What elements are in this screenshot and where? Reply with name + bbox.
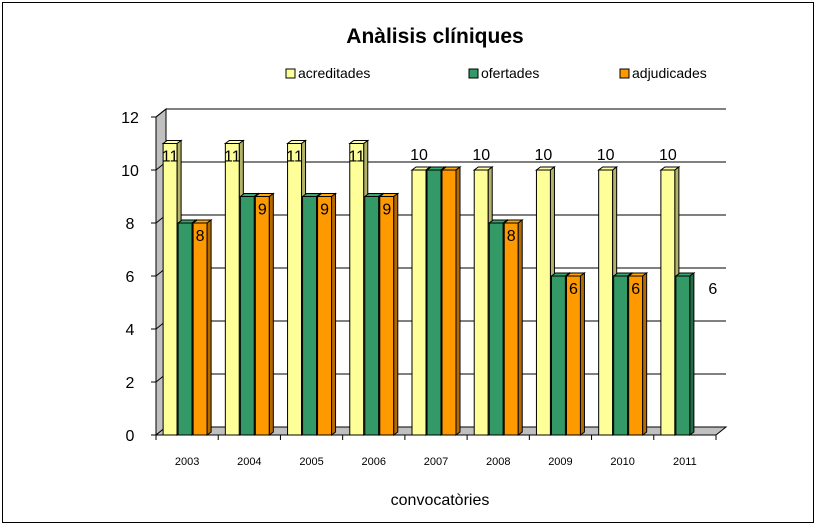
legend-swatch-adjudicades — [619, 68, 630, 79]
bar-adjudicades-2003 — [191, 219, 213, 436]
bar-face — [550, 275, 566, 436]
x-tick-label: 2010 — [610, 456, 634, 468]
bar-face — [411, 169, 427, 436]
bar-adjudicades-2009 — [564, 272, 586, 436]
bar-side — [689, 272, 695, 436]
x-tick-label: 2008 — [486, 456, 510, 468]
bar-face — [379, 196, 395, 436]
bar-side — [331, 192, 337, 436]
legend-swatch-acreditades — [285, 68, 296, 79]
bar-face — [364, 196, 380, 436]
data-label: 11 — [162, 149, 179, 166]
data-label: 10 — [659, 147, 677, 164]
bar-face — [628, 275, 644, 436]
y-tick-label: 12 — [121, 110, 139, 127]
data-label: 6 — [708, 281, 717, 298]
bar-face — [254, 196, 270, 436]
bar-face — [239, 196, 255, 436]
y-tick-label: 8 — [126, 216, 135, 233]
bar-side — [642, 272, 648, 436]
bar-face — [503, 222, 519, 436]
bar-face — [317, 196, 333, 436]
bar-face — [473, 169, 489, 436]
bar-adjudicades-2006 — [378, 192, 400, 436]
data-label: 10 — [472, 147, 490, 164]
data-label: 9 — [258, 202, 267, 219]
bar-face — [565, 275, 581, 436]
data-label: 8 — [507, 228, 516, 245]
bar-adjudicades-2008 — [502, 219, 524, 436]
bar-face — [177, 222, 193, 436]
data-label: 10 — [410, 147, 428, 164]
bar-ofertades-2011 — [674, 272, 696, 436]
plot-area: 0 2 4 6 8 10 12 2003 2004 2005 2006 2007 2008 2009 201… — [121, 107, 728, 468]
data-label: 11 — [224, 149, 241, 166]
bar-face — [192, 222, 208, 436]
bar-side — [455, 166, 461, 436]
bar-face — [224, 143, 240, 436]
bar-adjudicades-2004 — [253, 192, 275, 436]
legend-label-ofertades: ofertades — [481, 65, 539, 81]
x-tick-label: 2005 — [299, 456, 323, 468]
bar-face — [675, 275, 691, 436]
legend-label-acreditades: acreditades — [298, 65, 370, 81]
bar-face — [598, 169, 614, 436]
x-axis-label: convocatòries — [391, 492, 490, 509]
bar-side — [206, 219, 212, 436]
bar-adjudicades-2007 — [440, 166, 462, 436]
gridline-diagonal — [155, 108, 167, 118]
y-tick-label: 2 — [126, 375, 135, 392]
bar-face — [441, 169, 457, 436]
x-tick-label: 2006 — [362, 456, 386, 468]
bar-side — [579, 272, 585, 436]
data-label: 9 — [382, 202, 391, 219]
x-tick-label: 2007 — [424, 456, 448, 468]
x-tick-label: 2011 — [673, 456, 697, 468]
legend: acreditades ofertades adjudicades — [285, 65, 707, 81]
bar-face — [349, 143, 365, 436]
chart-frame: Anàlisis clíniques acreditades ofertades a… — [2, 2, 814, 523]
bar-adjudicades-2005 — [316, 192, 338, 436]
chart-title: Anàlisis clíniques — [346, 25, 523, 48]
y-tick-label: 6 — [126, 269, 135, 286]
chart: Anàlisis clíniques acreditades ofertades a… — [121, 25, 728, 509]
data-label: 8 — [196, 228, 205, 245]
data-label: 10 — [597, 147, 615, 164]
bar-face — [535, 169, 551, 436]
bar-face — [488, 222, 504, 436]
bar-face — [426, 169, 442, 436]
data-label: 10 — [535, 147, 553, 164]
bar-face — [613, 275, 629, 436]
data-label: 6 — [569, 281, 578, 298]
data-label: 6 — [631, 281, 640, 298]
bar-face — [287, 143, 303, 436]
bar-face — [162, 143, 178, 436]
x-tick-label: 2004 — [237, 456, 261, 468]
bar-face — [302, 196, 318, 436]
x-tick-label: 2003 — [175, 456, 199, 468]
bar-face — [660, 169, 676, 436]
bar-side — [393, 192, 399, 436]
bar-side — [268, 192, 274, 436]
y-tick-label: 10 — [121, 163, 139, 180]
bar-adjudicades-2010 — [627, 272, 649, 436]
legend-label-adjudicades: adjudicades — [632, 65, 707, 81]
data-label: 9 — [320, 202, 329, 219]
data-label: 11 — [286, 149, 303, 166]
y-tick-label: 4 — [126, 322, 135, 339]
y-tick-label: 0 — [126, 428, 135, 445]
legend-swatch-ofertades — [468, 68, 479, 79]
x-tick-label: 2009 — [548, 456, 572, 468]
bar-side — [517, 219, 523, 436]
data-label: 11 — [348, 149, 365, 166]
